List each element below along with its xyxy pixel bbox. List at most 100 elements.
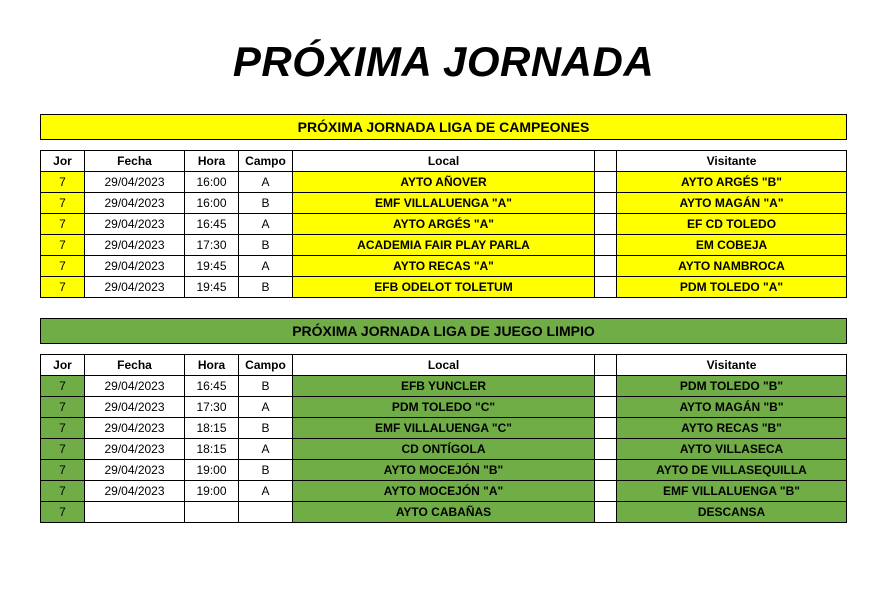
table-row: 729/04/202319:45AAYTO RECAS "A" AYTO NAM… [41,256,847,277]
cell-gap [595,502,617,523]
table-row: 729/04/202317:30APDM TOLEDO "C" AYTO MAG… [41,397,847,418]
table-row: 729/04/202316:45AAYTO ARGÉS "A" EF CD TO… [41,214,847,235]
cell-fecha: 29/04/2023 [85,397,185,418]
cell-gap [595,235,617,256]
cell-local: AYTO MOCEJÓN "B" [293,460,595,481]
cell-fecha: 29/04/2023 [85,214,185,235]
cell-hora: 19:00 [185,481,239,502]
schedule-table: JorFechaHoraCampoLocal Visitante729/04/2… [40,354,847,523]
col-header-jor: Jor [41,151,85,172]
cell-visitante: AYTO DE VILLASEQUILLA [617,460,847,481]
cell-fecha: 29/04/2023 [85,235,185,256]
cell-hora [185,502,239,523]
col-header-local: Local [293,151,595,172]
cell-campo: A [239,214,293,235]
league-banner: PRÓXIMA JORNADA LIGA DE JUEGO LIMPIO [40,318,847,344]
cell-fecha [85,502,185,523]
cell-campo: B [239,277,293,298]
table-header-row: JorFechaHoraCampoLocal Visitante [41,151,847,172]
cell-campo [239,502,293,523]
cell-local: ACADEMIA FAIR PLAY PARLA [293,235,595,256]
cell-jor: 7 [41,418,85,439]
cell-campo: A [239,439,293,460]
cell-jor: 7 [41,235,85,256]
cell-local: AYTO ARGÉS "A" [293,214,595,235]
cell-fecha: 29/04/2023 [85,376,185,397]
cell-fecha: 29/04/2023 [85,256,185,277]
cell-local: AYTO RECAS "A" [293,256,595,277]
cell-visitante: AYTO MAGÁN "B" [617,397,847,418]
cell-jor: 7 [41,214,85,235]
cell-jor: 7 [41,193,85,214]
cell-jor: 7 [41,481,85,502]
cell-gap [595,481,617,502]
cell-visitante: AYTO ARGÉS "B" [617,172,847,193]
col-header-gap [595,355,617,376]
cell-jor: 7 [41,460,85,481]
cell-hora: 19:00 [185,460,239,481]
cell-gap [595,214,617,235]
col-header-jor: Jor [41,355,85,376]
cell-fecha: 29/04/2023 [85,481,185,502]
cell-local: EMF VILLALUENGA "A" [293,193,595,214]
table-row: 729/04/202319:45BEFB ODELOT TOLETUM PDM … [41,277,847,298]
col-header-fecha: Fecha [85,151,185,172]
cell-campo: A [239,397,293,418]
col-header-campo: Campo [239,151,293,172]
cell-hora: 19:45 [185,277,239,298]
col-header-visitante: Visitante [617,355,847,376]
table-row: 729/04/202319:00BAYTO MOCEJÓN "B" AYTO D… [41,460,847,481]
league-banner: PRÓXIMA JORNADA LIGA DE CAMPEONES [40,114,847,140]
col-header-campo: Campo [239,355,293,376]
cell-hora: 16:45 [185,376,239,397]
cell-local: EMF VILLALUENGA "C" [293,418,595,439]
cell-visitante: DESCANSA [617,502,847,523]
table-row: 729/04/202318:15ACD ONTÍGOLA AYTO VILLAS… [41,439,847,460]
cell-jor: 7 [41,256,85,277]
schedule-table: JorFechaHoraCampoLocal Visitante729/04/2… [40,150,847,298]
cell-jor: 7 [41,439,85,460]
cell-jor: 7 [41,172,85,193]
cell-jor: 7 [41,502,85,523]
table-row: 729/04/202318:15BEMF VILLALUENGA "C" AYT… [41,418,847,439]
cell-fecha: 29/04/2023 [85,172,185,193]
cell-gap [595,439,617,460]
cell-local: EFB ODELOT TOLETUM [293,277,595,298]
cell-visitante: PDM TOLEDO "B" [617,376,847,397]
cell-fecha: 29/04/2023 [85,193,185,214]
col-header-visitante: Visitante [617,151,847,172]
col-header-hora: Hora [185,151,239,172]
table-row: 729/04/202316:00AAYTO AÑOVER AYTO ARGÉS … [41,172,847,193]
table-row: 729/04/202317:30BACADEMIA FAIR PLAY PARL… [41,235,847,256]
table-row: 729/04/202319:00AAYTO MOCEJÓN "A" EMF VI… [41,481,847,502]
cell-fecha: 29/04/2023 [85,418,185,439]
cell-visitante: EM COBEJA [617,235,847,256]
cell-hora: 18:15 [185,439,239,460]
cell-fecha: 29/04/2023 [85,460,185,481]
cell-gap [595,277,617,298]
cell-gap [595,172,617,193]
cell-campo: A [239,481,293,502]
cell-local: AYTO CABAÑAS [293,502,595,523]
cell-gap [595,256,617,277]
cell-visitante: AYTO RECAS "B" [617,418,847,439]
cell-visitante: PDM TOLEDO "A" [617,277,847,298]
cell-hora: 17:30 [185,235,239,256]
cell-visitante: AYTO VILLASECA [617,439,847,460]
cell-campo: B [239,376,293,397]
cell-hora: 16:45 [185,214,239,235]
cell-local: PDM TOLEDO "C" [293,397,595,418]
cell-gap [595,418,617,439]
cell-local: CD ONTÍGOLA [293,439,595,460]
cell-jor: 7 [41,277,85,298]
cell-campo: B [239,193,293,214]
page-title: PRÓXIMA JORNADA [40,38,847,86]
col-header-local: Local [293,355,595,376]
cell-local: AYTO AÑOVER [293,172,595,193]
cell-campo: A [239,172,293,193]
cell-campo: B [239,460,293,481]
cell-jor: 7 [41,397,85,418]
cell-campo: B [239,418,293,439]
cell-hora: 16:00 [185,172,239,193]
cell-gap [595,376,617,397]
